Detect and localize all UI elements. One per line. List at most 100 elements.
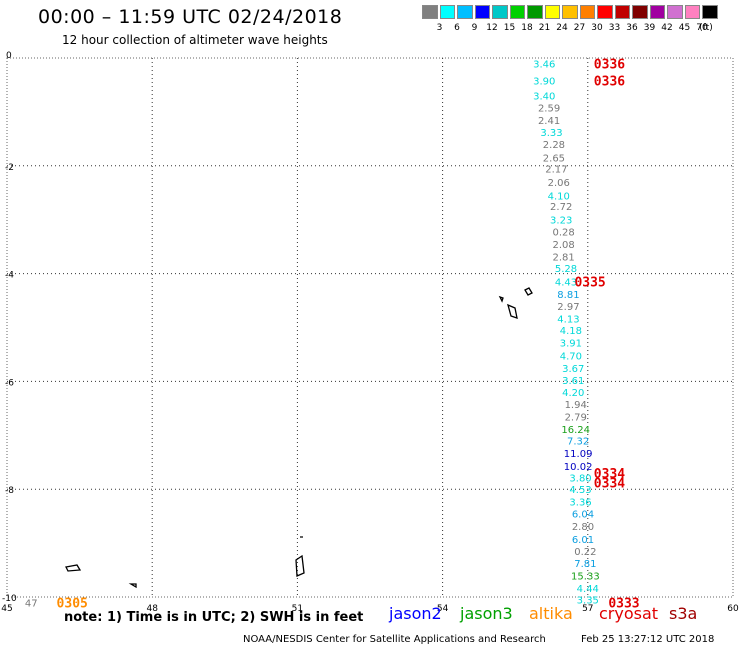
color-swatch [667,5,683,19]
wave-height-label: 4.18 [560,326,582,337]
satellite-legend-item: jason3 [460,604,513,623]
footer-credit: NOAA/NESDIS Center for Satellite Applica… [243,634,546,645]
wave-height-label: 4.20 [562,388,584,399]
color-swatch [632,5,648,19]
island-outline [524,287,533,296]
color-scale-label: 9 [471,23,478,33]
pass-time-label: 0335 [574,276,605,291]
satellite-legend-item: s3a [669,604,698,623]
wave-height-label: 7.32 [567,437,589,448]
wave-height-label: 4.10 [548,191,570,202]
map-subtitle: 12 hour collection of altimeter wave hei… [62,33,328,47]
color-scale-label: 42 [661,23,673,33]
wave-height-label: 4.53 [569,485,591,496]
island-outline [65,564,82,572]
color-swatch [509,5,525,19]
color-scale-label: 30 [591,23,603,33]
wave-height-label: 5.28 [555,264,577,275]
color-swatch [492,5,508,19]
wave-height-label: 3.67 [562,364,584,375]
latitude-tick-label: -4 [5,271,14,281]
wave-height-label: 2.97 [557,302,579,313]
wave-height-label: 2.17 [545,164,567,175]
longitude-tick-label: 60 [727,604,739,614]
wave-height-label: 2.41 [538,116,560,127]
island-outline [498,295,504,303]
wave-height-label: 3.91 [560,339,582,350]
color-scale-label: 36 [626,23,638,33]
color-swatch [527,5,543,19]
pass-time-label: 0336 [594,75,625,90]
pass-time-label: 0336 [594,57,625,72]
color-swatch [579,5,595,19]
wave-height-label: 3.35 [577,596,599,607]
map-frame [6,57,734,598]
color-scale-label: 18 [521,23,533,33]
island-outline [295,554,305,577]
wave-height-label: 16.24 [561,425,590,436]
color-swatch [614,5,630,19]
longitude-tick-label: 51 [292,604,303,614]
wave-height-label: 4.70 [560,352,582,363]
wave-height-label: 0.28 [552,228,574,239]
wave-height-label: 4.13 [557,314,579,325]
wave-height-label: 2.72 [550,202,572,213]
wave-height-label: 2.80 [572,522,594,533]
latitude-tick-label: -10 [2,594,17,604]
color-swatch [562,5,578,19]
color-swatch [702,5,718,19]
wave-height-label: 0.22 [574,547,596,558]
wave-height-label: 3.80 [569,473,591,484]
longitude-tick-label: 57 [582,604,593,614]
latitude-tick-label: -8 [5,486,14,496]
wave-height-label: 10.02 [564,462,593,473]
pass-time-label: 0305 [57,596,88,611]
wave-height-label: 3.90 [533,77,555,88]
longitude-tick-label: 48 [146,604,158,614]
color-swatch [474,5,490,19]
wave-height-label: 2.28 [543,140,565,151]
color-scale-label: 3 [436,23,443,33]
wave-height-label: 2.65 [543,154,565,165]
wave-height-label: 47 [25,598,38,609]
wave-height-label: 2.08 [552,240,574,251]
color-scale-label: 39 [643,23,656,33]
wave-height-label: 3.36 [569,498,591,509]
color-swatch [544,5,560,19]
color-scale-label: 12 [486,23,498,33]
color-scale-label: 45 [678,23,691,33]
color-scale-label: 24 [556,23,568,33]
color-scale-label: 70 [696,23,708,33]
generated-timestamp: Feb 25 13:27:12 UTC 2018 [581,634,715,645]
color-scale-label: 21 [538,23,551,33]
island-outline [128,583,137,589]
wave-height-label: 3.40 [533,92,555,103]
wave-height-label: 2.79 [565,412,587,423]
color-swatch [597,5,613,19]
wave-height-label: 3.46 [533,59,555,70]
satellite-legend-item: jason2 [389,604,442,623]
wave-height-label: 3.33 [540,128,562,139]
satellite-legend-item: cryosat [599,604,659,623]
map-title: 00:00 – 11:59 UTC 02/24/2018 [38,6,343,28]
island-outline [507,303,518,319]
wave-height-label: 11.09 [564,449,593,460]
wave-height-label: 15.33 [571,571,600,582]
wave-height-label: 4.43 [555,278,577,289]
longitude-tick-label: 54 [437,604,449,614]
longitude-tick-label: 45 [1,604,12,614]
color-swatch [422,5,438,19]
wave-height-label: 2.59 [538,104,560,115]
color-scale-label: 27 [573,23,586,33]
wave-height-label: 6.01 [572,535,594,546]
wave-height-label: 2.81 [552,252,574,263]
color-scale-label: (ft) [699,23,713,33]
latitude-tick-label: 0 [6,51,12,61]
color-swatch [649,5,665,19]
wave-height-label: 6.04 [572,509,594,520]
units-note: note: 1) Time is in UTC; 2) SWH is in fe… [64,610,364,625]
wave-height-label: 7.81 [574,559,596,570]
pass-time-label: 0334 [594,477,625,492]
pass-time-label: 0333 [608,596,639,611]
